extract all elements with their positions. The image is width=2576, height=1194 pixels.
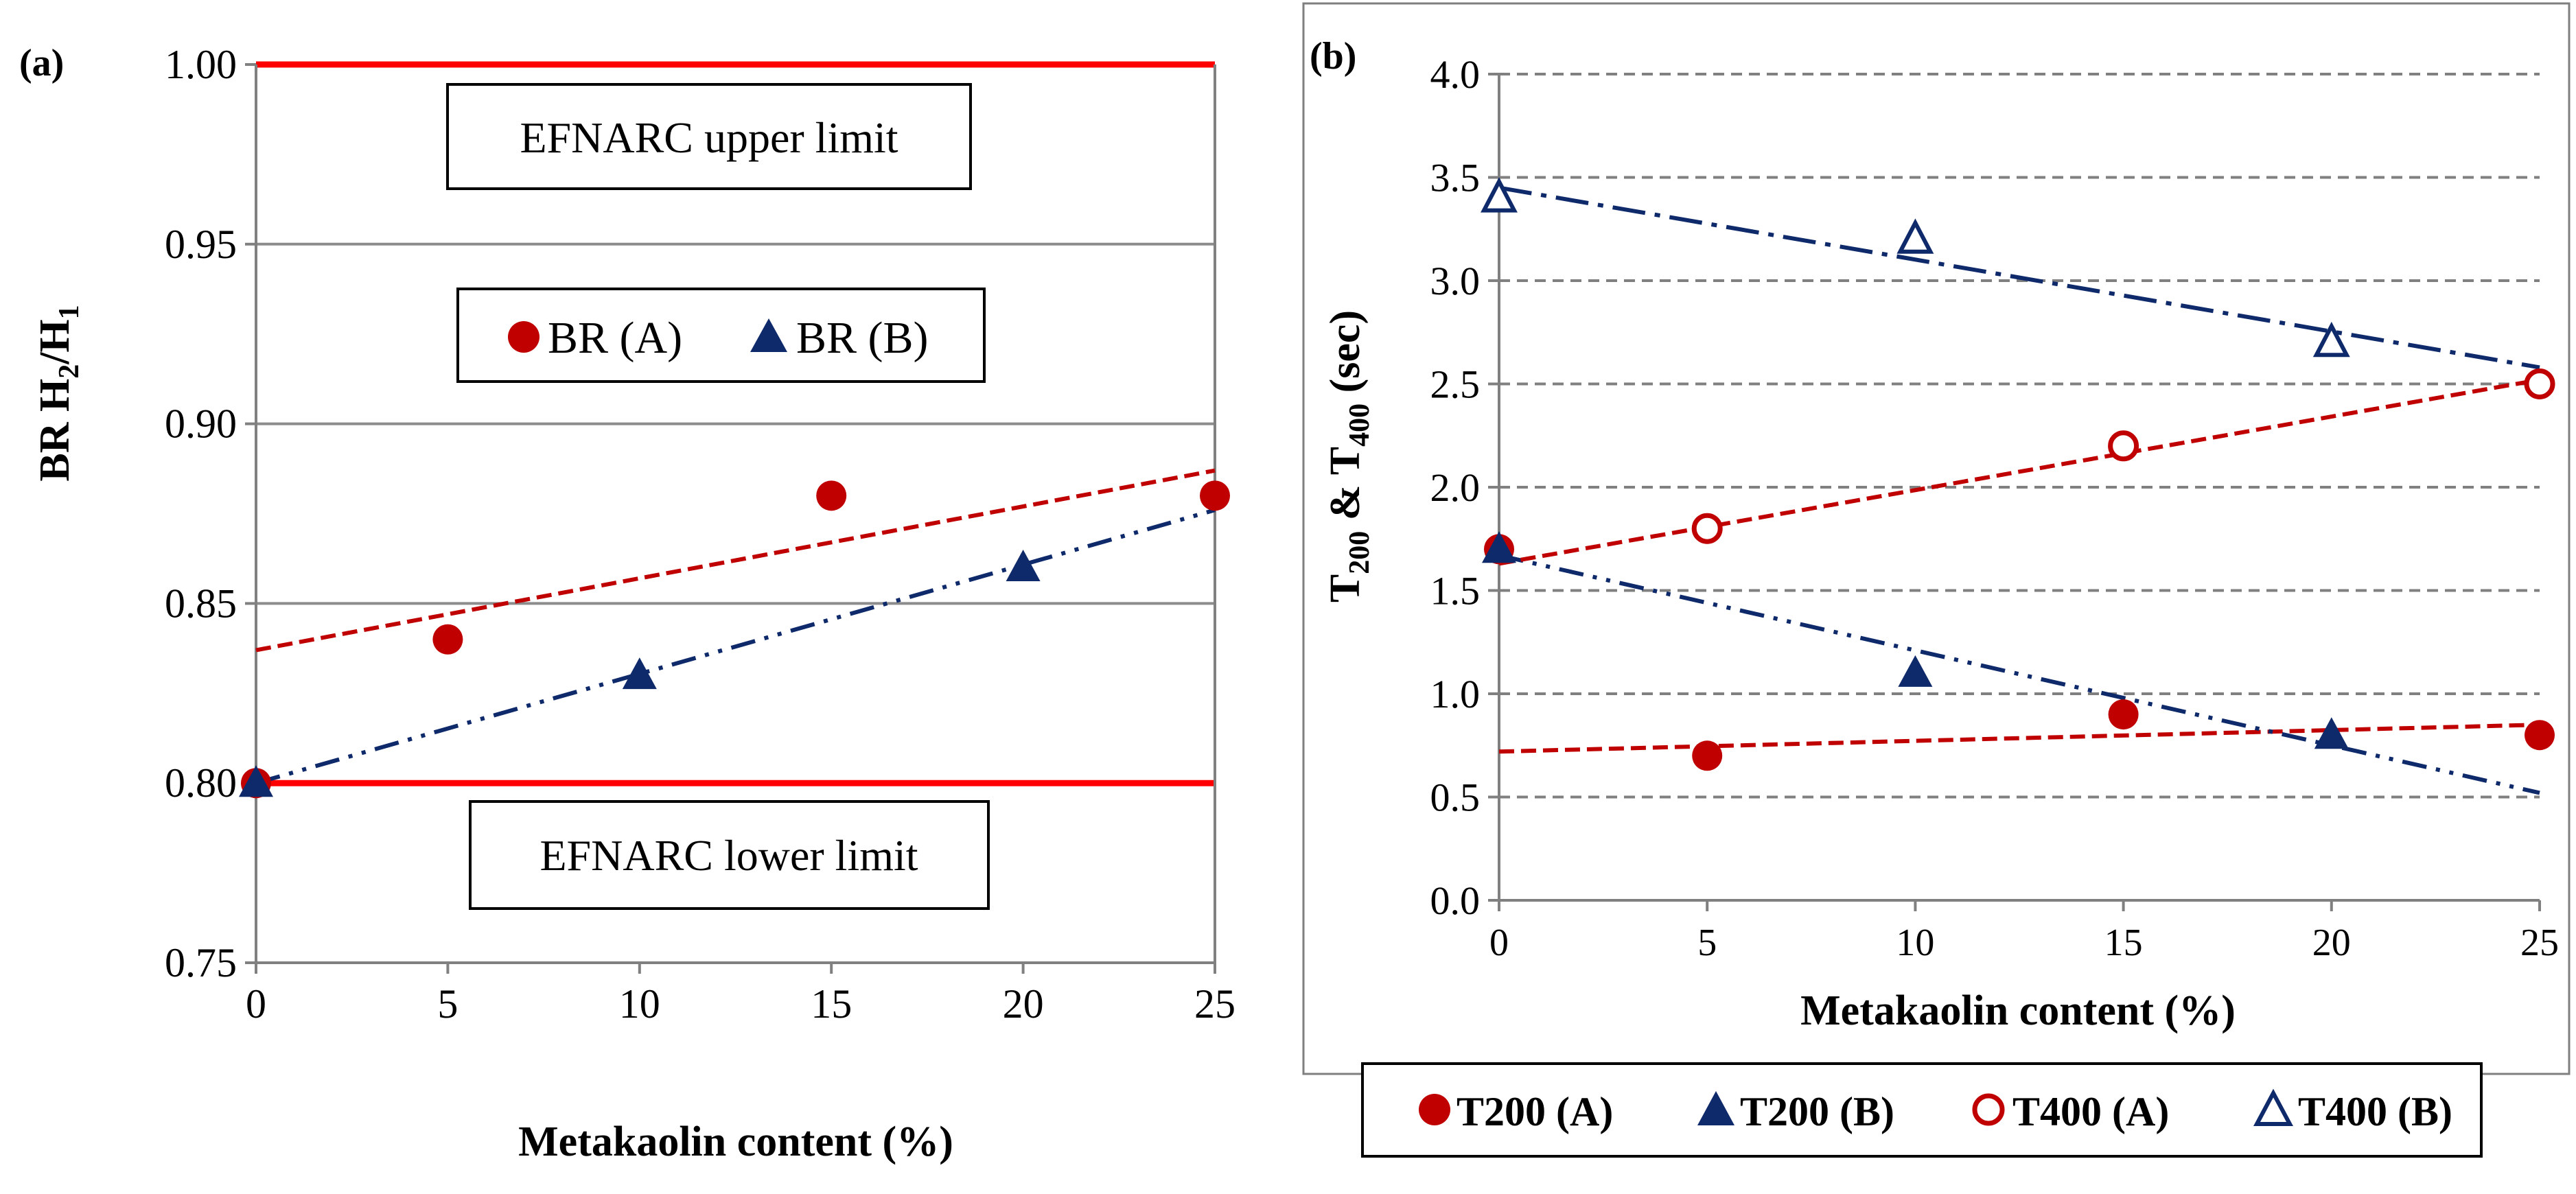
legend-t400a-marker <box>1972 1093 2005 1126</box>
x-tick-label: 20 <box>2312 922 2351 964</box>
t400-b-point <box>1481 177 1518 213</box>
x-tick-label: 25 <box>1194 981 1235 1027</box>
x-tick-label: 5 <box>1697 922 1717 964</box>
legend-t200b-marker <box>1697 1091 1734 1125</box>
br-b-point <box>239 765 273 797</box>
legend-br-b-marker <box>750 318 787 352</box>
x-tick-label: 0 <box>246 981 266 1027</box>
legend-t400b-marker <box>2253 1088 2293 1126</box>
legend-t200a-marker <box>1419 1094 1450 1125</box>
panel-a-y-axis-title: BR H2/H1 <box>32 305 85 481</box>
panel-b-y-axis-title: T200 & T400 (sec) <box>1322 310 1376 602</box>
panel-b-points <box>1481 177 2555 771</box>
legend-br-b-label: BR (B) <box>796 313 929 363</box>
panel-a: (a) 0.750.800.850.900.951.00 0 5 10 15 20 25 … <box>19 42 1235 1165</box>
legend-t400a-label: T400 (A) <box>2012 1089 2169 1134</box>
panel-a-x-tick-labels: 0 5 10 15 20 25 <box>246 981 1235 1027</box>
panel-b-gridlines <box>1499 73 2540 799</box>
y-tick-label: 3.5 <box>1430 156 1481 200</box>
x-tick-label: 20 <box>1003 981 1044 1027</box>
legend-t200a-label: T200 (A) <box>1457 1089 1613 1134</box>
panel-b-x-tick-labels: 0 5 10 15 20 25 <box>1489 922 2559 964</box>
y-tick-label: 2.0 <box>1430 465 1481 510</box>
legend-t400b-label: T400 (B) <box>2298 1089 2452 1134</box>
panel-b-x-axis-title: Metakaolin content (%) <box>1800 987 2236 1034</box>
x-tick-label: 25 <box>2520 922 2559 964</box>
t400-a-point <box>2108 430 2139 462</box>
panel-b-legend: T200 (A) T200 (B) T400 (A) T400 (B) <box>1361 1062 2483 1158</box>
y-tick-label: 1.5 <box>1430 569 1481 613</box>
br-b-trendline <box>255 508 1216 786</box>
t400-a-point <box>2524 368 2555 399</box>
panel-a-limit-lines <box>256 61 1215 786</box>
panel-a-x-axis-title: Metakaolin content (%) <box>518 1119 953 1165</box>
t200-b-point <box>2314 717 2349 749</box>
legend-br-a-marker <box>508 321 539 353</box>
panel-b: (b) 0.0 0.5 1.0 1.5 2.0 2.5 3.0 3.5 4.0 0 5 10 15 20… <box>1302 2 2571 1158</box>
y-tick-label: 0.75 <box>165 940 237 985</box>
t200-a-point <box>2108 699 2139 730</box>
upper-limit-box <box>446 83 972 190</box>
x-tick-label: 5 <box>437 981 458 1027</box>
panel-b-axes <box>1488 73 2541 911</box>
t200-b-point <box>1482 531 1516 563</box>
t200-a-point <box>1692 740 1723 771</box>
panel-a-y-tick-labels: 0.75 0.80 0.85 0.90 0.95 1.00 <box>165 42 237 985</box>
t200-a-trendline <box>1498 723 2540 754</box>
y-tick-label: 0.95 <box>165 222 237 267</box>
panel-a-label: (a) <box>19 42 64 84</box>
panel-b-legend-box <box>1361 1062 2483 1158</box>
x-tick-label: 0 <box>1489 922 1509 964</box>
t400-b-point <box>2312 321 2350 358</box>
br-b-point <box>1006 550 1041 582</box>
t400-a-point <box>1691 513 1723 544</box>
t200-b-trendline <box>1498 553 2540 795</box>
panel-a-trendlines <box>255 468 1216 786</box>
x-tick-label: 10 <box>619 981 660 1027</box>
t200-b-point <box>1898 655 1933 687</box>
x-tick-label: 10 <box>1896 922 1934 964</box>
panel-a-axes <box>245 63 1216 974</box>
br-b-point <box>622 657 657 690</box>
y-tick-label: 1.00 <box>165 42 237 87</box>
upper-limit-annotation: EFNARC upper limit <box>446 83 972 190</box>
x-tick-label: 15 <box>2104 922 2143 964</box>
t400-b-point <box>1896 218 1934 254</box>
y-tick-label: 2.5 <box>1430 362 1481 407</box>
y-tick-label: 0.80 <box>165 760 237 806</box>
y-tick-label: 3.0 <box>1430 259 1481 303</box>
lower-limit-annotation: EFNARC lower limit <box>469 800 990 910</box>
br-a-trendline <box>255 468 1216 653</box>
y-tick-label: 0.0 <box>1430 878 1481 923</box>
y-tick-label: 0.5 <box>1430 775 1481 820</box>
panel-a-legend: BR (A) BR (B) <box>456 288 986 383</box>
br-a-point <box>816 480 847 511</box>
t400-b-trendline <box>1498 185 2540 370</box>
y-tick-label: 4.0 <box>1430 52 1481 97</box>
y-tick-label: 0.85 <box>165 581 237 626</box>
br-a-point <box>1200 480 1230 511</box>
legend-br-a-label: BR (A) <box>548 313 682 363</box>
y-tick-label: 0.90 <box>165 401 237 447</box>
br-a-point <box>432 624 463 655</box>
lower-limit-box <box>469 800 990 910</box>
panel-a-points <box>239 480 1230 799</box>
lower-limit-text: EFNARC lower limit <box>539 831 918 880</box>
panel-b-label: (b) <box>1310 35 1356 78</box>
x-tick-label: 15 <box>811 981 852 1027</box>
y-tick-label: 1.0 <box>1430 672 1481 716</box>
t400-a-trendline <box>1498 377 2540 566</box>
panel-b-trendlines <box>1498 185 2540 795</box>
panel-a-legend-box <box>456 288 986 383</box>
legend-t200b-label: T200 (B) <box>1740 1089 1894 1134</box>
panel-b-y-tick-labels: 0.0 0.5 1.0 1.5 2.0 2.5 3.0 3.5 4.0 <box>1430 52 1481 923</box>
t200-a-point <box>2525 720 2555 751</box>
upper-limit-text: EFNARC upper limit <box>520 113 898 162</box>
